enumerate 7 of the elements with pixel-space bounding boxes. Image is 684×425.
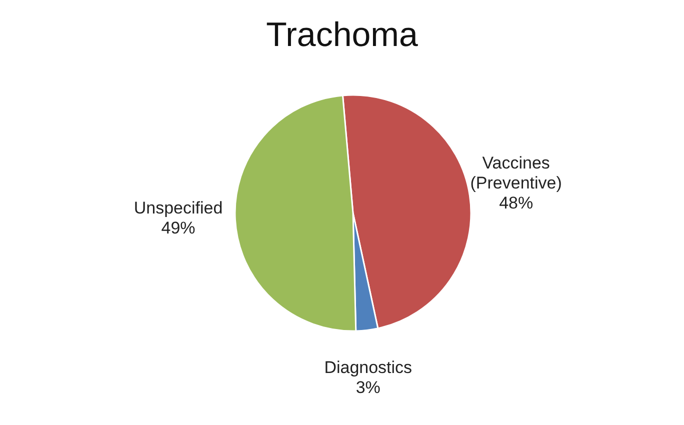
slice-label: Unspecified [134, 198, 223, 217]
slice-label: Vaccines (Preventive) [470, 153, 562, 192]
data-label: 48% [499, 193, 534, 212]
data-label: 3% [356, 377, 380, 396]
data-label: 49% [161, 218, 196, 237]
slice-label: Diagnostics [324, 357, 412, 376]
chart-title: Trachoma [265, 16, 419, 55]
